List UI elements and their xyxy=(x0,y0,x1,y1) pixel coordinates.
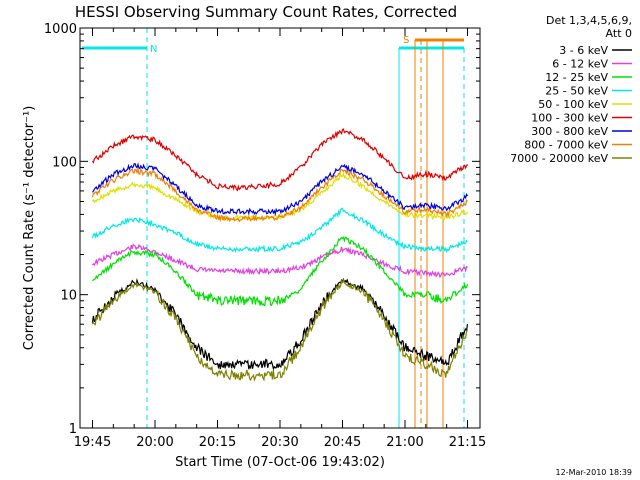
series-line xyxy=(91,277,469,371)
series-line xyxy=(92,162,469,217)
legend-entry-label: 6 - 12 keV xyxy=(552,58,608,71)
legend-entry-label: 25 - 50 keV xyxy=(545,85,608,98)
y-axis: 1 10 100 1000 xyxy=(44,22,480,437)
legend-entry-label: 300 - 800 keV xyxy=(531,125,608,138)
x-axis-label: Start Time (07-Oct-06 19:43:02) xyxy=(175,455,385,470)
legend-entry-label: 12 - 25 keV xyxy=(545,71,608,84)
series-line xyxy=(92,236,469,307)
x-tick-label: 20:15 xyxy=(199,435,236,450)
y-tick-label: 1 xyxy=(69,422,77,437)
x-tick-label: 20:00 xyxy=(136,435,173,450)
x-tick-label: 20:30 xyxy=(261,435,298,450)
annotation-layer: NS xyxy=(82,28,465,428)
series-line xyxy=(91,168,468,223)
series-layer xyxy=(91,128,469,382)
legend-entry-label: 800 - 7000 keV xyxy=(524,139,608,152)
x-tick-label: 19:45 xyxy=(74,435,111,450)
legend-entry-label: 3 - 6 keV xyxy=(559,44,608,57)
legend-header-line-2: Att 0 xyxy=(606,27,632,40)
series-line xyxy=(91,277,469,382)
series-line xyxy=(92,128,469,192)
chart-title: HESSI Observing Summary Count Rates, Cor… xyxy=(75,3,457,21)
y-tick-label: 10 xyxy=(60,289,77,304)
footer-date: 12-Mar-2010 18:39 xyxy=(556,468,633,477)
series-line xyxy=(91,207,468,254)
saa-marker-label: S xyxy=(403,35,409,46)
legend-entry-label: 100 - 300 keV xyxy=(531,112,608,125)
y-tick-label: 100 xyxy=(52,155,77,170)
plot-frame xyxy=(79,27,481,429)
legend-entry-label: 50 - 100 keV xyxy=(538,98,608,111)
x-tick-label: 20:45 xyxy=(324,435,361,450)
x-tick-label: 21:00 xyxy=(386,435,423,450)
series-line xyxy=(92,171,469,222)
night-marker-label: N xyxy=(150,44,157,55)
y-tick-label: 1000 xyxy=(44,22,77,37)
legend-entry-label: 7000 - 20000 keV xyxy=(510,152,608,165)
x-axis: 19:45 20:00 20:15 20:30 20:45 21:00 21:15 xyxy=(74,28,486,450)
y-axis-label: Corrected Count Rate (s⁻¹ detector⁻¹) xyxy=(22,106,37,351)
x-tick-label: 21:15 xyxy=(449,435,486,450)
legend-header-line-1: Det 1,3,4,5,6,9, xyxy=(546,14,632,27)
